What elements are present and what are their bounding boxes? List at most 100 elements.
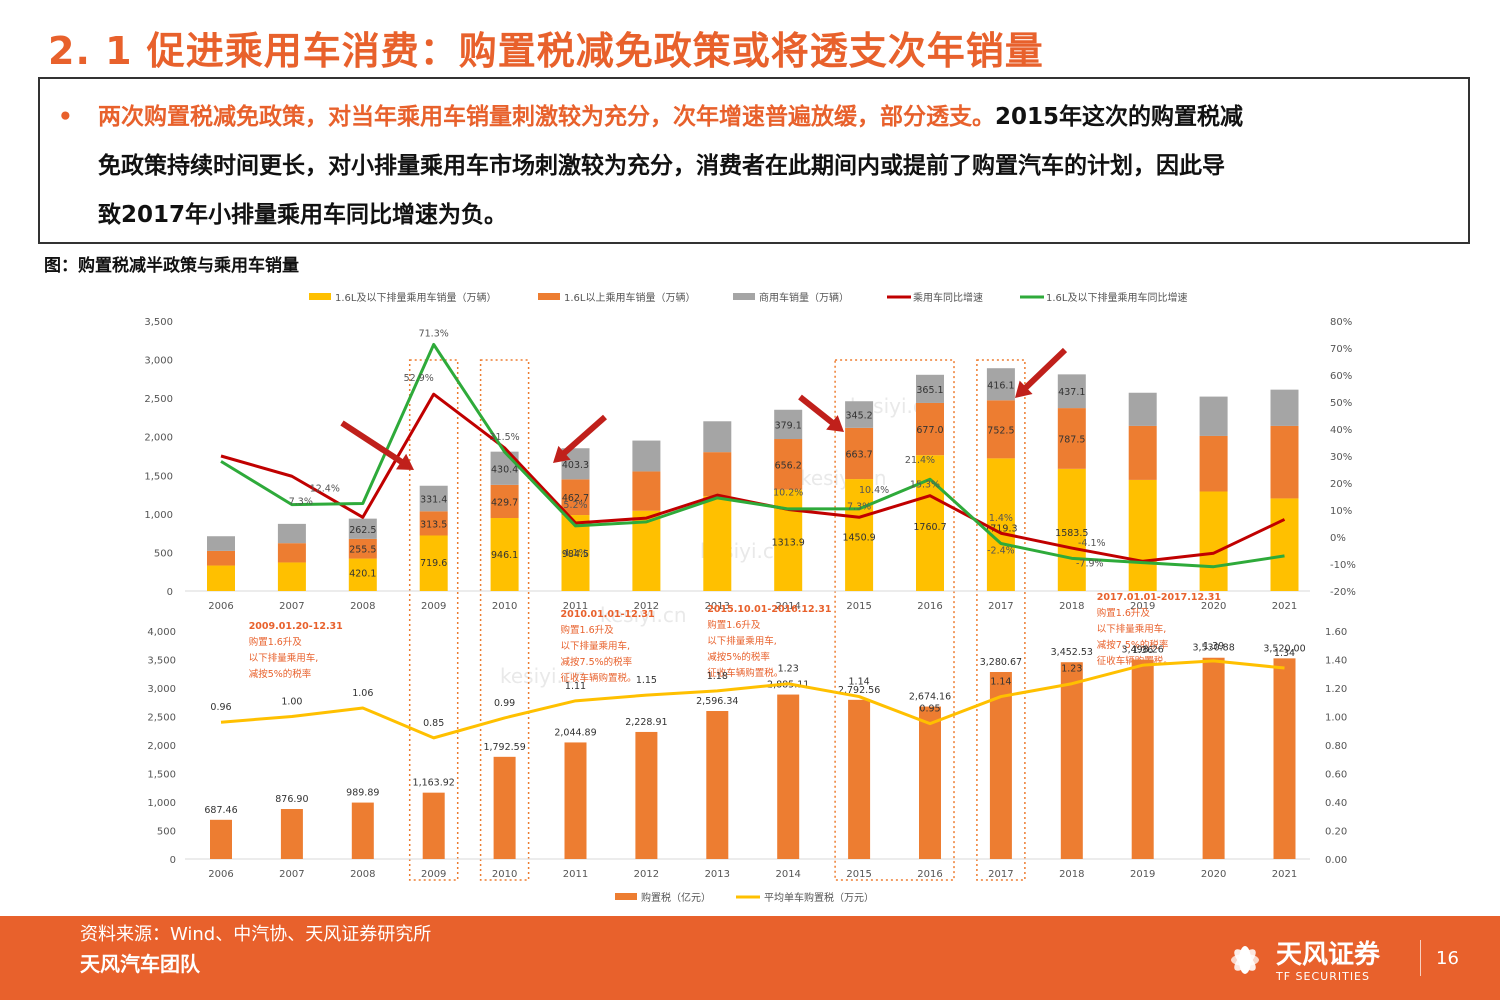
avg-tax-label: 1.06 [352,688,373,699]
x-tick-label: 2015 [846,869,871,880]
purchase-tax-bar [280,809,303,859]
commercial-bar [1128,392,1157,426]
y-tick-label: 1,500 [144,471,173,482]
logo-text-en: TF SECURITIES [1276,970,1370,983]
small-car-bar [490,518,519,591]
tax-value-label: 989.89 [346,788,379,799]
y2-tick-label: 1.00 [1325,713,1347,724]
legend-swatch [309,293,331,300]
commercial-bar [207,536,235,551]
bar-value-label: 984.5 [562,549,589,560]
small-car-bar [561,515,590,591]
x-tick-label: 2009 [421,601,446,612]
pv-growth-line [220,392,1286,563]
y2-tick-label: 20% [1330,479,1352,490]
policy-annotation-line: 征收车辆购置税。 [707,667,783,679]
x-tick-label: 2007 [279,601,304,612]
avg-tax-label: 1.23 [778,664,799,675]
key-point-box: • 两次购置税减免政策，对当年乘用车销量刺激较为充分，次年增速普遍放缓，部分透支… [38,77,1470,244]
tax-value-label: 2,044.89 [554,727,596,738]
x-tick-label: 2019 [1130,601,1155,612]
commercial-bar [845,401,874,428]
policy-annotation-line: 以下排量乘用车, [1097,623,1167,635]
page-title: 2. 1 促进乘用车消费：购置税减免政策或将透支次年销量 [48,29,1044,73]
policy-period-box [976,359,1026,881]
y2-tick-label: 40% [1330,425,1352,436]
policy-period-box [479,359,530,881]
growth-label: -4.1% [1078,538,1106,549]
x-tick-label: 2008 [350,869,375,880]
purchase-tax-bar [706,711,729,859]
y2-tick-label: 50% [1330,398,1352,409]
x-tick-label: 2011 [563,869,588,880]
y-tick-label: 2,000 [147,741,176,752]
policy-annotation-line: 购置1.6升及 [1097,607,1151,619]
purchase-tax-bar [1060,662,1083,859]
policy-annotation-line: 减按7.5%的税率 [1097,639,1169,651]
y-tick-label: 0 [167,587,173,598]
tax-value-label: 2,674.16 [909,692,951,703]
policy-annotation-line: 减按5%的税率 [707,651,770,663]
large-car-bar [561,479,590,516]
policy-annotation-line: 购置1.6升及 [249,636,303,648]
small-car-bar [1270,498,1299,591]
y2-tick-label: 30% [1330,452,1352,463]
bar-value-label: 255.5 [349,545,376,556]
avg-tax-label: 0.95 [919,704,940,715]
purchase-tax-bar [351,802,374,859]
growth-label: 1.4% [989,513,1013,524]
avg-tax-label: 1.15 [636,675,657,686]
policy-annotation-line: 减按7.5%的税率 [561,656,633,668]
large-car-bar [1128,425,1157,480]
bullet-icon: • [58,104,73,130]
large-car-bar [277,543,306,563]
purchase-tax-bar [989,672,1012,859]
policy-annotation-line: 以下排量乘用车, [249,652,319,664]
tax-value-label: 3,280.67 [980,657,1022,668]
purchase-tax-bar [919,706,941,859]
purchase-tax-bar [848,699,871,859]
tax-value-label: 687.46 [204,805,237,816]
x-tick-label: 2021 [1272,869,1297,880]
legend-label: 1.6L及以下排量乘用车销量（万辆） [335,291,496,304]
y-tick-label: 0 [170,855,176,866]
y-tick-label: 2,000 [144,433,173,444]
policy-arrow [1021,347,1068,392]
growth-label: 15.3% [910,480,940,491]
y2-tick-label: 0.20 [1325,827,1347,838]
x-tick-label: 2012 [634,869,659,880]
growth-label: -7.9% [1076,558,1104,569]
small-car-bar [419,535,448,591]
policy-annotation-line: 购置1.6升及 [707,619,761,631]
y2-tick-label: 80% [1330,317,1352,328]
bar-value-label: 663.7 [845,449,872,460]
y-tick-label: 3,000 [144,356,173,367]
tax-value-label: 2,596.34 [696,696,738,707]
y2-tick-label: 0% [1330,533,1346,544]
large-car-bar [348,538,377,559]
bar-value-label: 752.5 [987,425,1014,436]
y-tick-label: 2,500 [147,713,176,724]
avg-tax-line [220,659,1285,740]
x-tick-label: 2018 [1059,869,1084,880]
commercial-bar [1199,396,1228,436]
legend-label: 平均单车购置税（万元） [764,891,874,904]
avg-tax-label: 1.36 [1132,645,1153,656]
x-tick-label: 2006 [208,869,233,880]
x-tick-label: 2017 [988,601,1013,612]
y2-tick-label: 10% [1330,506,1352,517]
legend-swatch [538,293,560,300]
large-car-bar [207,550,235,566]
y-tick-label: 1,500 [147,770,176,781]
policy-arrow [798,394,837,427]
legend-swatch [733,293,755,300]
x-tick-label: 2013 [705,601,730,612]
small-car-bar [1057,468,1086,591]
legend-label: 1.6L及以下排量乘用车同比增速 [1046,291,1187,304]
y2-tick-label: 1.60 [1325,627,1347,638]
commercial-bar [774,409,803,440]
commercial-bar [986,368,1015,401]
avg-tax-label: 1.14 [849,677,870,688]
y2-tick-label: 1.40 [1325,656,1347,667]
policy-arrow-head [1015,380,1033,398]
